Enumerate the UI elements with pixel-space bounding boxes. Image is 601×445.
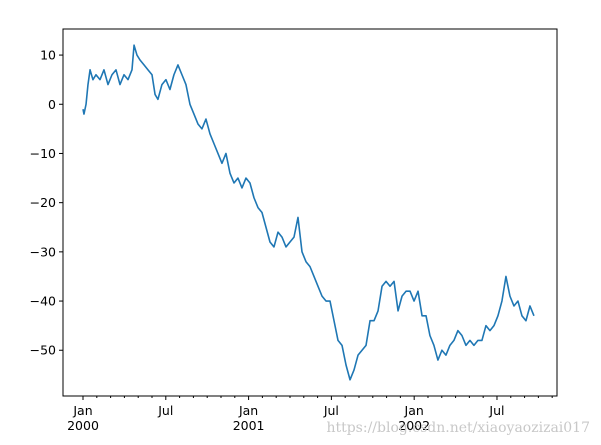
x-tick-label: Jul: [323, 403, 339, 418]
y-tick-label: 10: [40, 48, 56, 63]
x-tick-label: Jan 2000: [67, 403, 99, 433]
watermark: https://blog.csdn.net/xiaoyaozizai017: [326, 420, 590, 436]
y-tick-label: 0: [48, 97, 56, 112]
y-tick-label: −30: [30, 244, 56, 259]
x-tick-label: Jul: [157, 403, 173, 418]
plot-frame: [62, 28, 558, 397]
y-tick-label: −10: [30, 146, 56, 161]
x-tick-label: Jul: [488, 403, 504, 418]
y-tick-label: −40: [30, 294, 56, 309]
data-line: [82, 44, 535, 381]
x-tick-label: Jan 2001: [233, 403, 265, 433]
x-tick-label: Jan 2002: [398, 403, 430, 433]
y-tick-label: −20: [30, 195, 56, 210]
y-tick-label: −50: [30, 343, 56, 358]
